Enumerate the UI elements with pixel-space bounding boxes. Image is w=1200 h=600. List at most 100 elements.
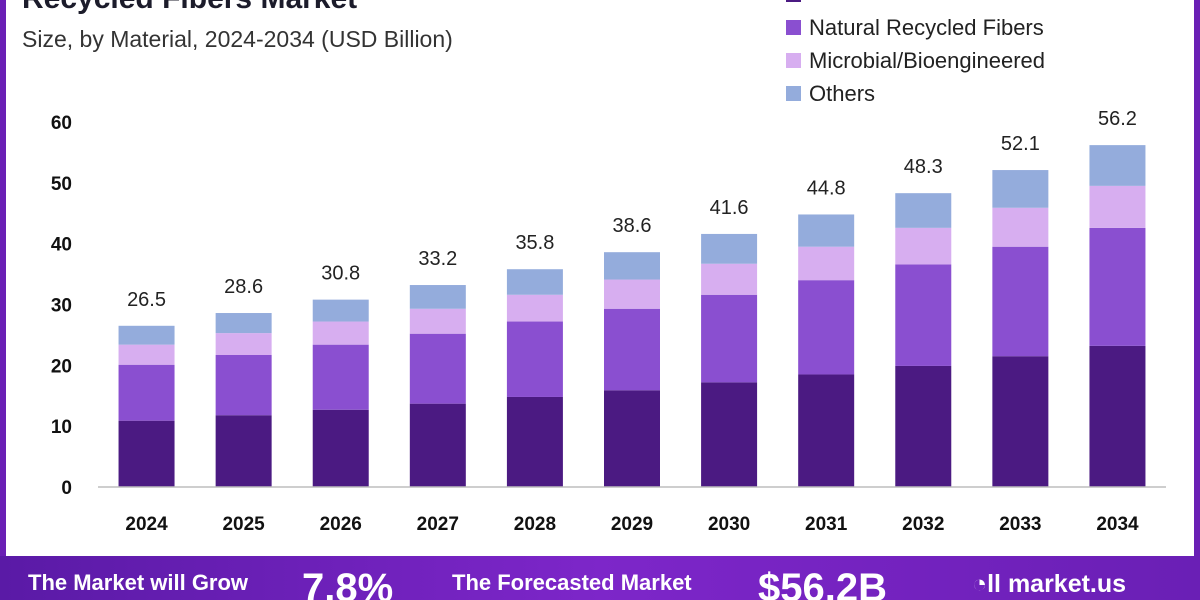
legend: Natural Recycled Fibers Microbial/Bioeng… bbox=[786, 0, 1045, 110]
left-accent-strip bbox=[0, 0, 6, 600]
x-axis: 2024 2025 2026 2027 2028 2029 2030 2031 2032 2033… bbox=[125, 514, 1139, 535]
bar-segment bbox=[604, 279, 660, 309]
bar-segment bbox=[1089, 345, 1146, 487]
bar-segment bbox=[506, 321, 563, 397]
bar-segment bbox=[895, 227, 952, 265]
x-tick-label: 2025 bbox=[222, 514, 265, 535]
x-tick-label: 2029 bbox=[611, 514, 653, 535]
bar-segment bbox=[215, 354, 272, 416]
total-value-label: 48.3 bbox=[904, 156, 943, 178]
legend-label: Others bbox=[809, 80, 876, 106]
right-accent-strip bbox=[1194, 0, 1200, 600]
x-tick-label: 2024 bbox=[125, 514, 168, 535]
y-tick-label: 50 bbox=[51, 174, 72, 195]
bar-segment bbox=[895, 365, 952, 487]
bar-segment bbox=[1089, 145, 1146, 186]
bar-segment bbox=[506, 269, 563, 295]
bar-segment bbox=[215, 415, 272, 487]
total-value-label: 35.8 bbox=[515, 232, 554, 254]
bar-segment bbox=[992, 246, 1049, 357]
total-value-label: 44.8 bbox=[807, 177, 846, 199]
bar-segment bbox=[118, 420, 175, 487]
legend-swatch bbox=[786, 53, 801, 68]
bar-segment bbox=[409, 403, 466, 487]
bar-segment bbox=[312, 299, 369, 322]
bar-segment bbox=[701, 233, 758, 264]
banner-forecast-value: $56.2B bbox=[758, 566, 887, 600]
bar-segment bbox=[701, 294, 758, 383]
y-tick-label: 40 bbox=[51, 235, 72, 256]
y-tick-label: 60 bbox=[51, 113, 72, 134]
bar-segment bbox=[604, 252, 660, 280]
legend-swatch bbox=[786, 20, 801, 35]
logo-text: market.us bbox=[1007, 570, 1127, 598]
legend-label: Natural Recycled Fibers bbox=[809, 14, 1044, 40]
bar-segment bbox=[895, 264, 952, 366]
x-tick-label: 2031 bbox=[805, 514, 848, 535]
bar-segment bbox=[798, 214, 855, 247]
y-tick-label: 20 bbox=[51, 356, 72, 377]
bar-segment bbox=[506, 396, 563, 487]
legend-label: Microbial/Bioengineered bbox=[809, 47, 1046, 73]
bar-segment bbox=[992, 356, 1049, 487]
bar-segment bbox=[1089, 185, 1146, 228]
bar-group bbox=[118, 145, 1146, 487]
bar-segment bbox=[1089, 227, 1146, 346]
total-value-label: 33.2 bbox=[418, 248, 457, 270]
y-axis: 0 10 20 30 40 50 60 bbox=[51, 113, 72, 499]
x-tick-label: 2026 bbox=[320, 514, 362, 535]
total-value-label: 56.2 bbox=[1098, 108, 1137, 130]
banner-growth-value: 7.8% bbox=[302, 566, 394, 600]
bar-segment bbox=[701, 382, 758, 487]
bar-segment bbox=[604, 308, 660, 391]
bar-segment bbox=[506, 294, 563, 322]
bar-segment bbox=[215, 333, 272, 355]
banner-forecast-text: The Forecasted Market bbox=[452, 570, 692, 595]
x-tick-label: 2033 bbox=[999, 514, 1041, 535]
bar-segment bbox=[312, 321, 369, 345]
bar-segment bbox=[798, 374, 855, 487]
legend-item: Others bbox=[786, 77, 1045, 110]
total-value-label: 28.6 bbox=[224, 276, 263, 298]
total-value-label: 38.6 bbox=[613, 215, 652, 237]
legend-swatch bbox=[786, 86, 801, 101]
total-value-label: 52.1 bbox=[1001, 133, 1040, 155]
bar-segment bbox=[798, 246, 855, 281]
legend-item: Microbial/Bioengineered bbox=[786, 44, 1045, 77]
bar-segment bbox=[701, 263, 758, 295]
brand-logo: ◔ll market.us bbox=[972, 570, 1126, 599]
total-value-label: 41.6 bbox=[710, 197, 749, 219]
bar-segment bbox=[312, 409, 369, 487]
bar-segment bbox=[895, 193, 952, 228]
y-tick-label: 30 bbox=[51, 296, 72, 317]
bar-segment bbox=[798, 280, 855, 375]
y-tick-label: 10 bbox=[51, 417, 72, 438]
bar-segment bbox=[992, 207, 1049, 247]
x-tick-label: 2032 bbox=[902, 514, 944, 535]
bottom-banner: The Market will Grow 7.8% The Forecasted… bbox=[0, 556, 1200, 600]
legend-item: Natural Recycled Fibers bbox=[786, 11, 1045, 44]
chart-title: Recycled Fibers Market bbox=[22, 0, 357, 16]
chart-subtitle: Size, by Material, 2024-2034 (USD Billio… bbox=[22, 26, 453, 52]
x-tick-label: 2027 bbox=[417, 514, 459, 535]
legend-swatch bbox=[786, 0, 801, 2]
x-tick-label: 2028 bbox=[514, 514, 556, 535]
bar-segment bbox=[118, 364, 175, 421]
banner-growth-text: The Market will Grow bbox=[28, 570, 249, 595]
bar-segment bbox=[409, 308, 466, 334]
logo-icon: ◔ll bbox=[972, 570, 1008, 598]
bar-segment bbox=[409, 285, 466, 309]
total-value-label: 30.8 bbox=[321, 263, 360, 285]
bar-segment bbox=[312, 344, 369, 410]
x-tick-label: 2034 bbox=[1096, 514, 1139, 535]
bar-segment bbox=[215, 313, 272, 334]
y-tick-label: 0 bbox=[61, 478, 72, 499]
bar-segment bbox=[604, 390, 660, 487]
bar-segment bbox=[992, 170, 1049, 208]
total-value-label: 26.5 bbox=[127, 289, 166, 311]
legend-item bbox=[786, 0, 1045, 11]
x-tick-label: 2030 bbox=[708, 514, 750, 535]
bar-segment bbox=[409, 333, 466, 404]
